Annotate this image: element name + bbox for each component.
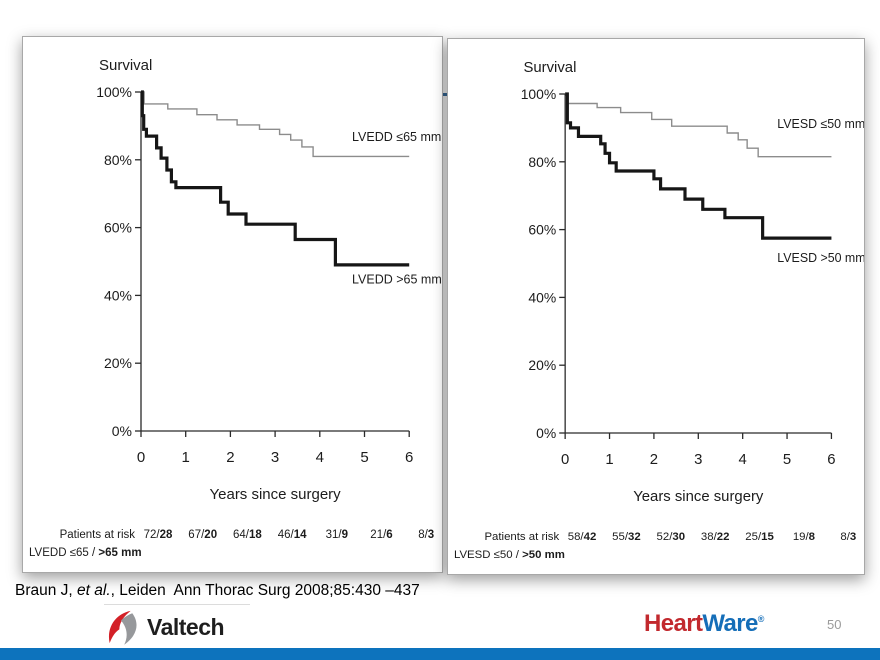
y-tick-label: 40% <box>528 289 556 305</box>
y-tick-label: 0% <box>536 425 556 441</box>
series-label: LVEDD >65 mm <box>352 273 442 287</box>
at-risk-group-label: LVEDD ≤65 / >65 mm <box>29 547 142 559</box>
x-tick-label: 4 <box>739 451 747 468</box>
lvesd-survival-chart: Survival 0% 20% 40% 60% 80% 100% 0 1 2 3 4 5 6 Years s… <box>454 59 864 561</box>
series-label: LVESD >50 mm <box>777 251 864 265</box>
citation: Braun J, et al., Leiden Ann Thorac Surg … <box>15 582 420 600</box>
citation-journal: , Leiden Ann Thorac Surg 2008;85:430 –43… <box>110 582 420 599</box>
x-tick-label: 4 <box>316 449 324 466</box>
y-tick-label: 0% <box>112 423 132 439</box>
at-risk-value: 67/20 <box>188 529 217 541</box>
citation-etal: et al. <box>77 582 111 599</box>
at-risk-value: 58/42 <box>568 531 597 543</box>
registered-mark: ® <box>757 614 765 624</box>
lvedd-chart-panel: Survival 0% 20% 40% 60% 80% 100% 0 1 2 3 4 5 6 Years s… <box>22 36 443 573</box>
at-risk-row-label: Patients at risk <box>60 529 136 541</box>
citation-authors: Braun J, <box>15 582 78 599</box>
at-risk-value: 52/30 <box>657 531 686 543</box>
at-risk-value: 64/18 <box>233 529 262 541</box>
heartware-logo: HeartWare® <box>644 610 764 638</box>
x-axis-label: Years since surgery <box>633 488 764 505</box>
x-tick-label: 1 <box>605 451 613 468</box>
y-tick-label: 100% <box>521 86 557 102</box>
bottom-bar <box>0 648 880 660</box>
at-risk-value: 8/3 <box>840 531 856 543</box>
series-line-thick <box>140 90 410 267</box>
at-risk-value: 72/28 <box>144 529 173 541</box>
x-tick-label: 5 <box>783 451 791 468</box>
heartware-heart: Heart <box>644 610 703 637</box>
at-risk-value: 8/3 <box>418 529 434 541</box>
y-tick-label: 80% <box>104 152 132 168</box>
lvedd-survival-chart: Survival 0% 20% 40% 60% 80% 100% 0 1 2 3 4 5 6 Years s… <box>29 57 442 559</box>
y-tick-label: 20% <box>528 357 556 373</box>
valtech-wordmark: Valtech <box>147 613 225 640</box>
at-risk-value: 25/15 <box>745 531 774 543</box>
series-line-thin <box>565 93 832 158</box>
y-tick-label: 60% <box>104 220 132 236</box>
chart-title: Survival <box>523 59 576 76</box>
lvesd-chart-panel: Survival 0% 20% 40% 60% 80% 100% 0 1 2 3 4 5 6 Years s… <box>447 38 865 575</box>
series-line-thick <box>565 92 832 240</box>
y-tick-label: 40% <box>104 287 132 303</box>
x-tick-label: 0 <box>561 451 569 468</box>
y-tick-label: 60% <box>528 222 556 238</box>
at-risk-row-label: Patients at risk <box>484 531 559 543</box>
x-tick-label: 0 <box>137 449 145 466</box>
at-risk-value: 21/6 <box>370 529 392 541</box>
valtech-mark-gray <box>120 613 137 645</box>
x-tick-label: 6 <box>405 449 413 466</box>
x-tick-label: 3 <box>694 451 702 468</box>
x-tick-label: 5 <box>360 449 368 466</box>
y-tick-label: 20% <box>104 355 132 371</box>
at-risk-group-label: LVESD ≤50 / >50 mm <box>454 549 565 561</box>
x-tick-label: 6 <box>827 451 835 468</box>
series-line-thin <box>141 91 410 158</box>
at-risk-value: 55/32 <box>612 531 641 543</box>
x-tick-label: 1 <box>182 449 190 466</box>
y-tick-label: 80% <box>528 154 556 170</box>
y-tick-label: 100% <box>96 84 132 100</box>
chart-title: Survival <box>99 57 152 74</box>
at-risk-value: 38/22 <box>701 531 730 543</box>
heartware-ware: Ware <box>702 610 758 637</box>
x-tick-label: 2 <box>650 451 658 468</box>
at-risk-value: 31/9 <box>326 529 348 541</box>
x-tick-label: 2 <box>226 449 234 466</box>
at-risk-value: 19/8 <box>793 531 816 543</box>
x-tick-label: 3 <box>271 449 279 466</box>
valtech-logo: Valtech <box>104 604 250 647</box>
valtech-mark-red <box>108 610 131 644</box>
series-label: LVESD ≤50 mm <box>777 117 864 131</box>
x-axis-label: Years since surgery <box>210 486 342 503</box>
page-number: 50 <box>827 617 842 632</box>
series-label: LVEDD ≤65 mm <box>352 130 441 144</box>
at-risk-value: 46/14 <box>278 529 307 541</box>
valtech-logo-icon <box>108 610 137 645</box>
